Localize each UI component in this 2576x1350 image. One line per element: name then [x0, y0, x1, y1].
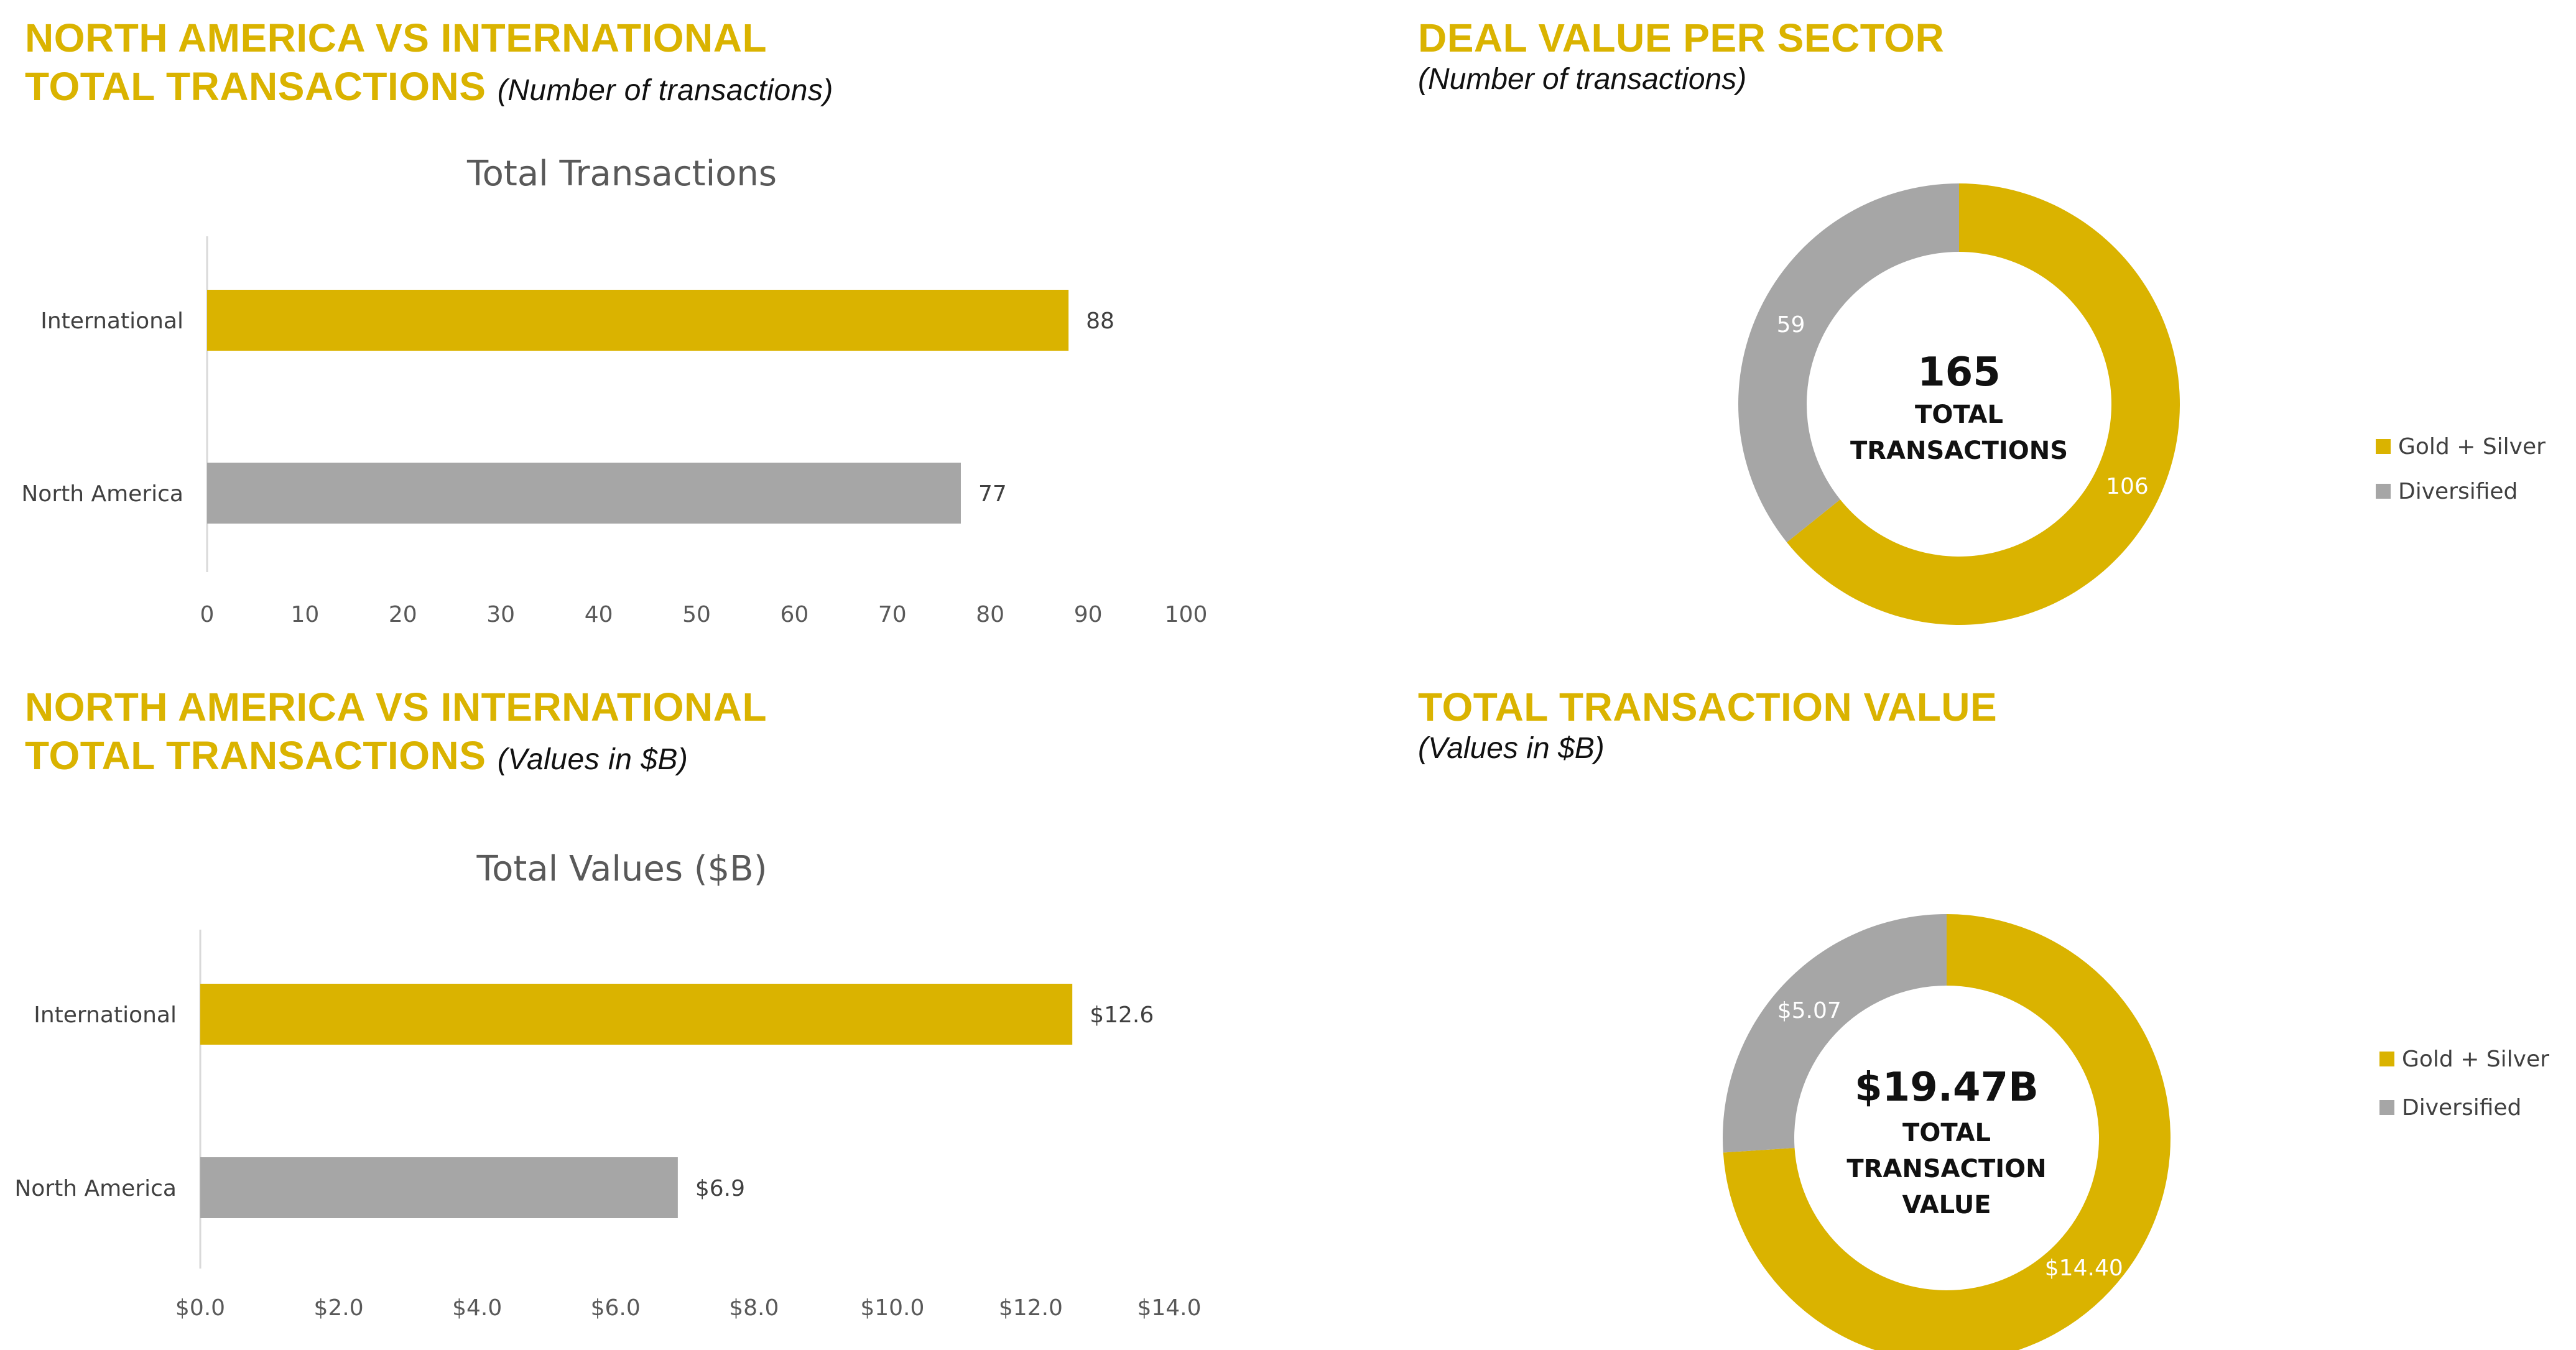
x-tick-label: 0 — [200, 602, 215, 627]
center-label: TRANSACTIONS — [1850, 437, 2068, 465]
center-label: VALUE — [1902, 1191, 1991, 1219]
legend-swatch — [2379, 1100, 2394, 1115]
data-label: 88 — [1086, 308, 1114, 334]
chart-title: Total Values ($B) — [476, 849, 767, 889]
legend-swatch — [2376, 484, 2391, 499]
panel-subtitle: (Number of transactions) — [1418, 63, 1747, 96]
x-tick-label: 20 — [389, 602, 417, 627]
x-tick-label: $0.0 — [175, 1295, 225, 1321]
x-tick-label: 100 — [1165, 602, 1208, 627]
data-label: 77 — [978, 481, 1007, 507]
legend-label: Gold + Silver — [2402, 1047, 2549, 1072]
category-label: North America — [21, 481, 183, 507]
data-label: $12.6 — [1090, 1002, 1154, 1028]
center-value: 165 — [1917, 349, 2001, 395]
legend-swatch — [2379, 1052, 2394, 1066]
panel-heading-text: TOTAL TRANSACTIONS — [25, 733, 486, 778]
panel-heading-line2: TOTAL TRANSACTIONS (Values in $B) — [25, 731, 688, 784]
x-tick-label: 60 — [780, 602, 808, 627]
x-tick-label: 30 — [486, 602, 515, 627]
center-label: TOTAL — [1902, 1119, 1991, 1147]
x-tick-label: $12.0 — [999, 1295, 1063, 1321]
x-tick-label: $4.0 — [452, 1295, 502, 1321]
panel-heading: TOTAL TRANSACTION VALUE — [1418, 685, 1998, 729]
x-tick-label: 90 — [1074, 602, 1103, 627]
category-label: International — [34, 1002, 177, 1028]
slice-label: 59 — [1777, 312, 1805, 338]
x-tick-label: 10 — [290, 602, 319, 627]
legend-label: Diversified — [2402, 1095, 2521, 1121]
panel-heading-line1: NORTH AMERICA VS INTERNATIONAL — [25, 685, 767, 729]
x-tick-label: $8.0 — [729, 1295, 779, 1321]
x-tick-label: 70 — [878, 602, 907, 627]
panel-subtitle: (Values in $B) — [1418, 732, 1605, 765]
panel-heading-text: TOTAL TRANSACTIONS — [25, 64, 486, 109]
x-tick-label: 80 — [976, 602, 1004, 627]
x-tick-label: $14.0 — [1137, 1295, 1201, 1321]
x-tick-label: $2.0 — [313, 1295, 363, 1321]
donut-slice — [1723, 914, 1947, 1153]
slice-label: $5.07 — [1777, 998, 1842, 1024]
slice-label: 106 — [2106, 474, 2149, 499]
chart-title: Total Transactions — [466, 154, 777, 194]
legend-swatch — [2376, 439, 2391, 454]
center-value: $19.47B — [1855, 1065, 2039, 1111]
panel-subtitle: (Number of transactions) — [497, 74, 833, 107]
slice-label: $14.40 — [2045, 1255, 2123, 1281]
legend-label: Gold + Silver — [2398, 434, 2546, 460]
donut-slice — [1738, 183, 1959, 543]
panel-heading-line1: NORTH AMERICA VS INTERNATIONAL — [25, 16, 767, 60]
x-tick-label: 40 — [585, 602, 613, 627]
category-label: International — [40, 308, 183, 334]
donut-slice — [1787, 183, 2180, 625]
donut-slice — [1723, 914, 2171, 1350]
panel-subtitle: (Values in $B) — [497, 743, 688, 776]
center-label: TRANSACTION — [1846, 1155, 2046, 1183]
bar — [200, 984, 1073, 1045]
bar — [207, 463, 961, 524]
x-tick-label: $10.0 — [860, 1295, 924, 1321]
data-label: $6.9 — [695, 1176, 745, 1201]
panel-heading: DEAL VALUE PER SECTOR — [1418, 16, 1945, 60]
x-tick-label: $6.0 — [591, 1295, 641, 1321]
category-label: North America — [14, 1176, 177, 1201]
legend-label: Diversified — [2398, 479, 2518, 504]
center-label: TOTAL — [1915, 400, 2003, 429]
bar — [207, 290, 1069, 351]
x-tick-label: 50 — [682, 602, 711, 627]
bar — [200, 1157, 678, 1218]
panel-heading-line2: TOTAL TRANSACTIONS (Number of transactio… — [25, 62, 833, 115]
